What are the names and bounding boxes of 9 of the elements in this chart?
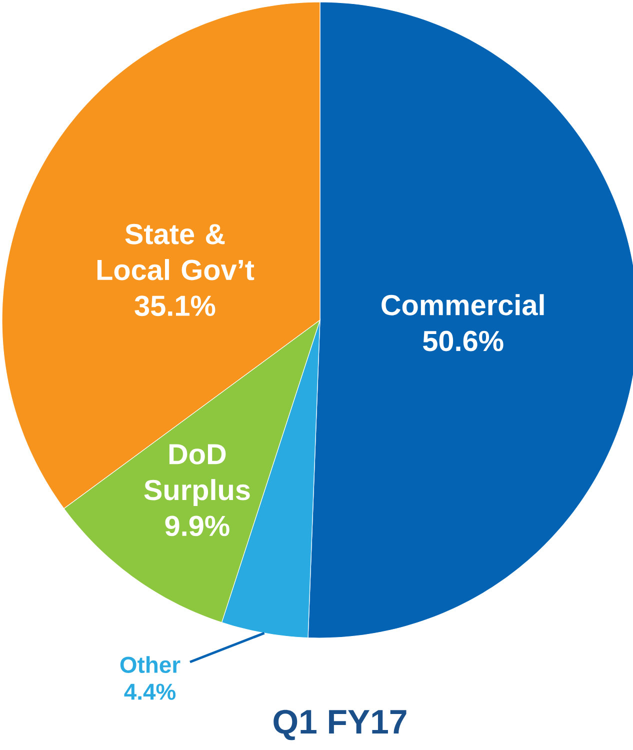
slice-label: State & Local Gov’t — [97, 224, 254, 280]
data-label: 50.6% — [423, 330, 504, 352]
data-label: 35.1% — [134, 296, 216, 316]
data-label: 4.4% — [124, 684, 176, 700]
text: Q1 FY17 — [274, 710, 406, 740]
slice-label: Other — [120, 656, 180, 673]
slice-label: Commercial — [382, 294, 544, 316]
slice-label: DoD Surplus — [144, 444, 250, 506]
data-label: 9.9% — [165, 516, 230, 536]
